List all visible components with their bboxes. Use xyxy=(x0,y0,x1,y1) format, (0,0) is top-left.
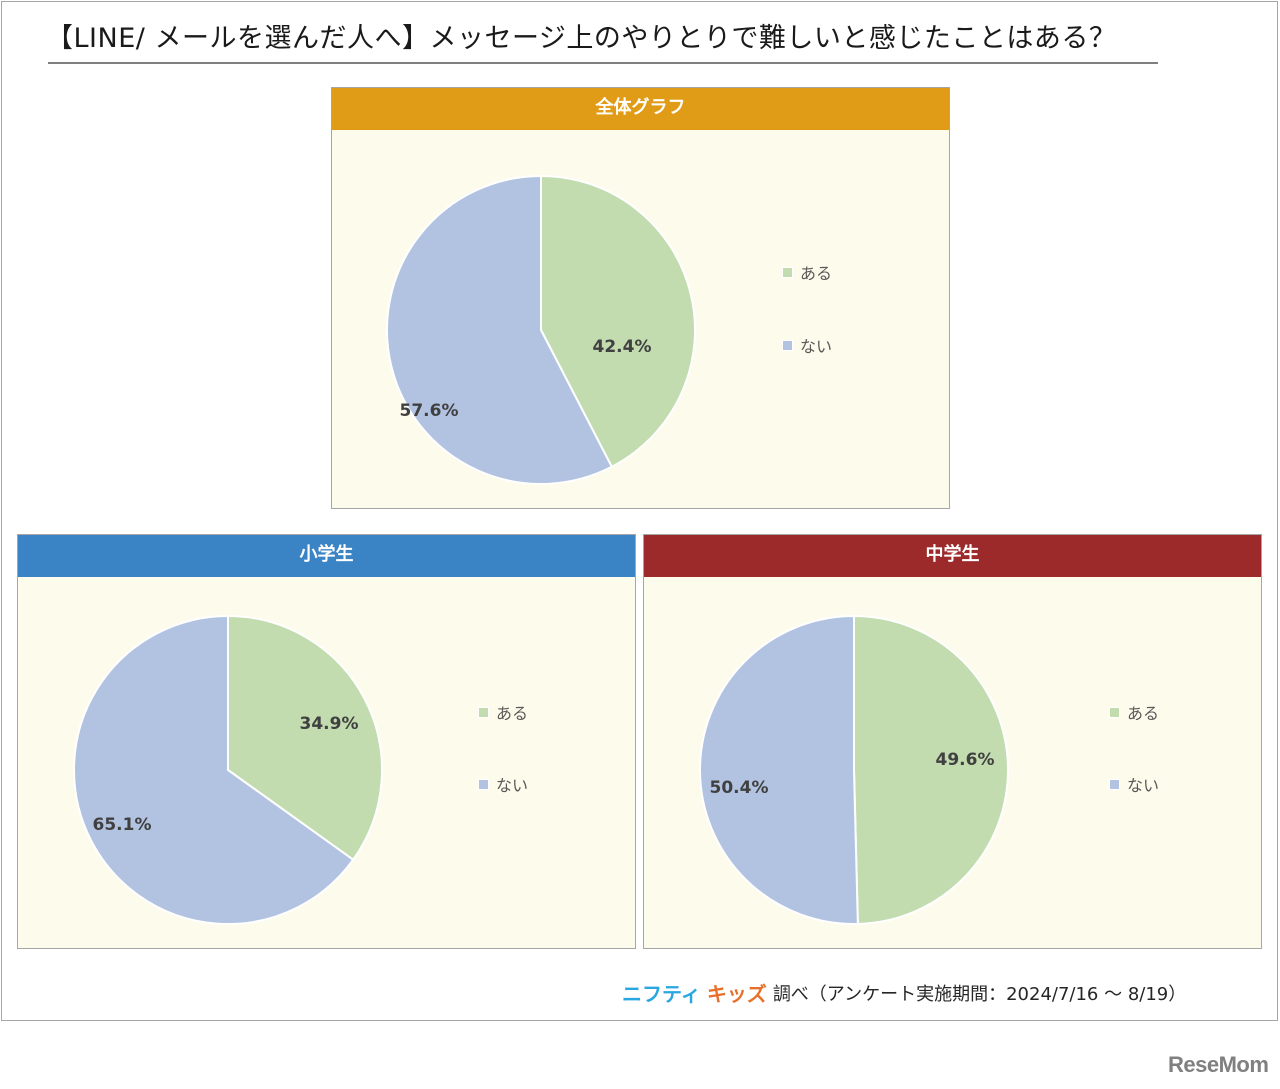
pie-slice-aru xyxy=(540,175,696,469)
pie-slice-aru xyxy=(227,615,383,862)
pct-label-aru: 34.9% xyxy=(300,714,359,734)
legend-swatch-nai xyxy=(478,778,489,790)
pie-slice-aru xyxy=(853,615,1009,925)
resemom-watermark: ReseMom xyxy=(1168,1052,1269,1077)
panel-overall: 全体グラフ 42.4% 57.6% ある ない xyxy=(331,87,950,509)
panel-header-overall: 全体グラフ xyxy=(332,88,949,130)
panel-header-junior-high: 中学生 xyxy=(644,535,1261,577)
brand-nifty: ニフティ xyxy=(622,982,701,1006)
legend-item-aru: ある xyxy=(782,260,832,284)
legend-item-nai: ない xyxy=(1109,772,1159,796)
pie-slice-nai xyxy=(699,615,859,925)
legend-swatch-aru xyxy=(1109,706,1120,718)
legend-swatch-nai xyxy=(1109,778,1120,790)
pct-label-nai: 57.6% xyxy=(400,401,459,421)
panel-elementary: 小学生 34.9% 65.1% ある ない xyxy=(17,534,636,949)
legend-item-aru: ある xyxy=(1109,700,1159,724)
title-underline xyxy=(48,62,1158,64)
legend-swatch-aru xyxy=(478,706,489,718)
legend-item-nai: ない xyxy=(478,772,528,796)
pie-slice-nai xyxy=(386,175,614,485)
pct-label-aru: 49.6% xyxy=(936,750,995,770)
legend-item-nai: ない xyxy=(782,333,832,357)
brand-kids-logo: キッズ xyxy=(706,982,767,1006)
pie-chart-junior-high: 49.6% 50.4% xyxy=(699,615,1009,925)
legend-swatch-nai xyxy=(782,339,793,351)
legend-item-aru: ある xyxy=(478,700,528,724)
pct-label-aru: 42.4% xyxy=(593,337,652,357)
page-title: 【LINE/ メールを選んだ人へ】メッセージ上のやりとりで難しいと感じたことはあ… xyxy=(46,23,1117,54)
panel-junior-high: 中学生 49.6% 50.4% ある ない xyxy=(643,534,1262,949)
legend-swatch-aru xyxy=(782,266,793,278)
pie-slice-nai xyxy=(73,615,355,925)
source-text: 調べ（アンケート実施期間：2024/7/16 ～ 8/19） xyxy=(772,983,1187,1005)
source-footer: ニフティ キッズ 調べ（アンケート実施期間：2024/7/16 ～ 8/19） xyxy=(622,978,1186,1007)
pie-chart-elementary: 34.9% 65.1% xyxy=(73,615,383,925)
panel-header-elementary: 小学生 xyxy=(18,535,635,577)
pct-label-nai: 65.1% xyxy=(93,815,152,835)
pct-label-nai: 50.4% xyxy=(710,778,769,798)
pie-chart-overall: 42.4% 57.6% xyxy=(386,175,696,485)
